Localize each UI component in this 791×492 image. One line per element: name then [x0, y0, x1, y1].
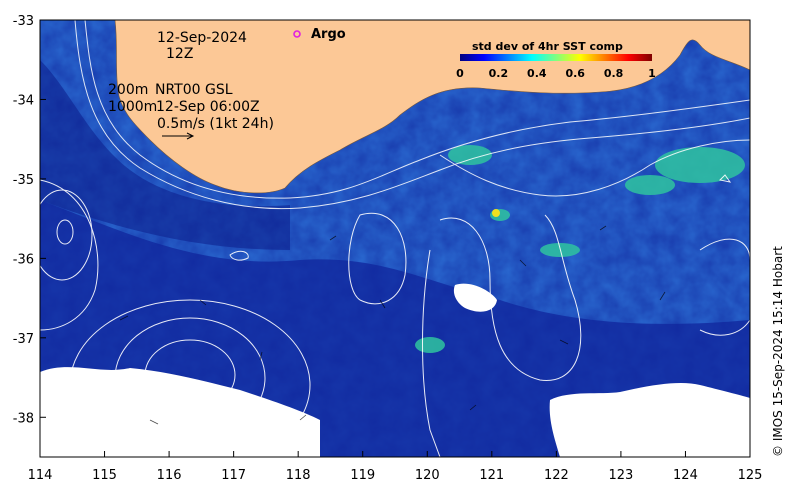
plot-frame: [39, 19, 751, 458]
argo-label: Argo: [311, 27, 346, 42]
high-variance-patches: [415, 145, 745, 353]
current-vectors: [119, 225, 666, 425]
land-mass: [114, 20, 750, 194]
credit-label: © IMOS 15-Sep-2024 15:14 Hobart: [771, 246, 785, 457]
y-tick-label: -36: [13, 252, 34, 267]
vector-scale-label: 0.5m/s (1kt 24h): [157, 116, 274, 132]
vector-scale-arrow: [162, 132, 195, 140]
eddy-contours: [40, 174, 750, 457]
colorbar-tick-label: 0.6: [565, 67, 585, 80]
y-tick-label: -33: [13, 14, 34, 29]
x-tick-label: 118: [286, 468, 311, 483]
product-label: NRT00 GSL: [155, 82, 233, 98]
x-tick-label: 120: [415, 468, 440, 483]
ocean-deep-band-west: [40, 60, 290, 250]
y-tick-label: -38: [13, 411, 34, 426]
x-tick-label: 125: [738, 468, 763, 483]
colorbar: std dev of 4hr SST comp 0 0.2 0.4 0.6 0.8 1: [456, 40, 656, 80]
map-plot-area: [40, 20, 750, 457]
x-tick-label: 121: [479, 468, 504, 483]
depth-contours: [74, 20, 750, 210]
depth-200-label: 200m: [108, 82, 148, 98]
colorbar-tick-label: 0: [456, 67, 464, 80]
colorbar-ticks: 0 0.2 0.4 0.6 0.8 1: [456, 67, 656, 80]
x-tick-label: 115: [92, 468, 117, 483]
x-tick-label: 122: [544, 468, 569, 483]
x-tick-label: 124: [673, 468, 698, 483]
date-label: 12-Sep-2024: [157, 30, 247, 46]
y-tick-label: -37: [13, 332, 34, 347]
product-time-label: 12-Sep 06:00Z: [156, 99, 260, 115]
y-axis: -33 -34 -35 -36 -37 -38: [13, 14, 46, 426]
colorbar-tick-label: 0.2: [489, 67, 509, 80]
x-tick-label: 114: [28, 468, 53, 483]
x-tick-label: 116: [157, 468, 182, 483]
hour-label: 12Z: [166, 46, 193, 62]
colorbar-tick-label: 1: [648, 67, 656, 80]
x-tick-label: 123: [608, 468, 633, 483]
argo-marker: [293, 30, 301, 38]
depth-1000-label: 1000m: [108, 99, 157, 115]
x-axis: 114 115 116 117 118 119 120 121 122 123 124 125: [28, 451, 763, 483]
x-tick-label: 119: [350, 468, 375, 483]
colorbar-title: std dev of 4hr SST comp: [472, 40, 623, 53]
y-tick-label: -35: [13, 173, 34, 188]
y-tick-label: -34: [13, 93, 34, 108]
cloud-masks: [40, 283, 750, 457]
colorbar-tick-label: 0.4: [527, 67, 547, 80]
hotspot: [492, 209, 500, 217]
colorbar-gradient: [460, 54, 652, 61]
x-tick-label: 117: [221, 468, 246, 483]
colorbar-tick-label: 0.8: [604, 67, 624, 80]
